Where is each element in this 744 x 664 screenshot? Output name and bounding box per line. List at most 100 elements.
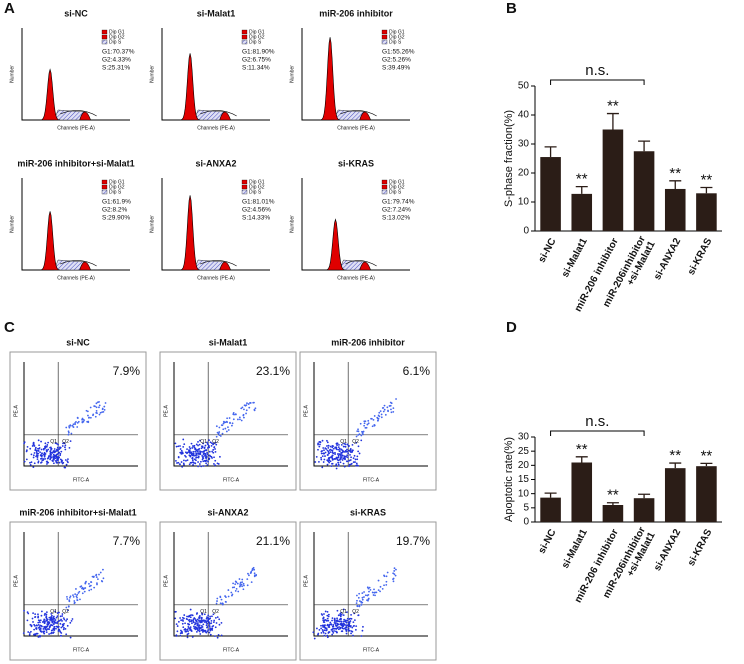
event-dot: [363, 424, 366, 427]
event-dot: [202, 442, 205, 445]
event-dot: [91, 575, 94, 578]
event-dot: [253, 572, 256, 575]
event-dot: [237, 590, 240, 593]
event-dot: [335, 625, 338, 628]
event-dot: [84, 587, 87, 589]
event-dot: [37, 460, 40, 463]
event-dot: [377, 589, 380, 592]
event-dot: [224, 600, 227, 603]
event-dot: [191, 459, 194, 462]
event-dot: [100, 580, 103, 582]
event-dot: [177, 456, 180, 459]
axis: [23, 362, 138, 467]
event-dot: [25, 450, 28, 453]
plot-title: miR-206 inhibitor: [319, 8, 393, 18]
event-dot: [48, 616, 51, 619]
event-dot: [317, 632, 320, 635]
event-dot: [365, 426, 368, 429]
event-dot: [77, 592, 80, 594]
event-dot: [316, 627, 318, 630]
event-dot: [183, 443, 186, 446]
axis: [173, 532, 288, 637]
event-dot: [189, 450, 191, 453]
event-dot: [318, 445, 321, 448]
event-dot: [103, 405, 106, 408]
event-dot: [331, 462, 333, 465]
event-dot: [361, 596, 364, 599]
legend-swatch: [101, 179, 108, 185]
event-dot: [198, 443, 201, 446]
event-dot: [218, 434, 221, 437]
event-dot: [64, 444, 67, 447]
event-dot: [379, 585, 382, 588]
event-dot: [59, 622, 62, 625]
y-tick-label: 50: [518, 81, 530, 92]
event-dot: [48, 628, 50, 631]
bar: [664, 468, 686, 522]
event-dot: [47, 441, 50, 444]
event-dot: [204, 452, 207, 455]
error-bar: [544, 146, 557, 158]
event-dot: [26, 611, 29, 614]
event-dot: [63, 626, 65, 629]
event-dot: [350, 463, 352, 466]
event-dot: [37, 452, 40, 455]
event-dot: [368, 586, 371, 589]
y-label: PE-A: [13, 575, 19, 587]
event-dot: [239, 418, 241, 421]
event-dot: [199, 453, 202, 456]
event-dot: [22, 632, 25, 635]
y-tick-label: 15: [518, 474, 530, 485]
event-dot: [193, 625, 195, 628]
axis: [173, 362, 288, 467]
panel-label: C: [4, 319, 15, 336]
event-dot: [340, 456, 342, 458]
event-dot: [349, 459, 352, 461]
event-dot: [330, 465, 333, 468]
x-tick-label: si-KRAS: [686, 236, 715, 277]
event-dot: [189, 626, 192, 629]
event-dot: [227, 589, 230, 591]
event-dot: [211, 442, 213, 445]
event-dot: [219, 435, 222, 437]
event-dot: [357, 614, 360, 617]
event-dot: [216, 600, 218, 602]
event-dot: [250, 570, 253, 573]
event-dot: [324, 619, 327, 621]
error-bar: [669, 462, 682, 469]
event-dot: [41, 452, 43, 455]
event-dot: [46, 444, 49, 446]
event-dot: [214, 441, 217, 444]
event-dot: [60, 632, 63, 634]
event-dot: [373, 588, 375, 591]
event-dot: [370, 417, 372, 420]
event-dot: [188, 620, 191, 623]
event-dot: [205, 456, 208, 459]
event-dot: [52, 628, 55, 631]
event-dot: [326, 636, 329, 639]
event-dot: [98, 413, 101, 416]
event-dot: [192, 450, 195, 453]
event-dot: [220, 424, 223, 427]
event-dot: [188, 446, 191, 448]
event-dot: [177, 620, 180, 623]
event-dot: [57, 459, 59, 462]
event-dot: [199, 633, 202, 635]
event-dot: [246, 584, 249, 587]
event-dot: [334, 623, 337, 625]
event-dot: [331, 456, 333, 459]
event-dot: [39, 451, 41, 454]
event-dot: [210, 622, 213, 625]
event-dot: [33, 633, 35, 636]
event-dot: [191, 614, 194, 617]
event-dot: [354, 461, 356, 463]
g2-peak: [359, 261, 372, 271]
event-dot: [323, 624, 325, 627]
event-dot: [75, 421, 77, 423]
event-dot: [343, 627, 345, 630]
event-dot: [214, 464, 217, 467]
event-dot: [45, 615, 48, 618]
event-dot: [392, 577, 395, 580]
event-dot: [344, 458, 346, 461]
y-tick-label: 25: [518, 446, 530, 457]
